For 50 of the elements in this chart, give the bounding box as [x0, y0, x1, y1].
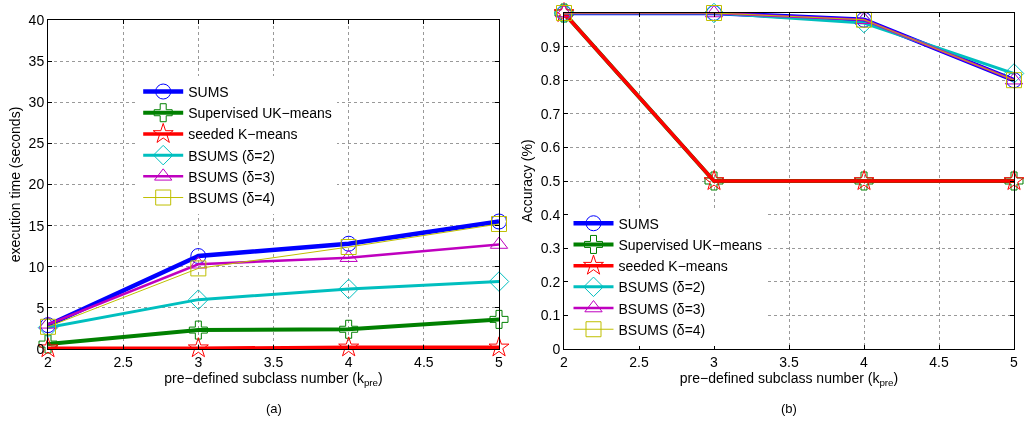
x-axis-title: pre−defined subclass number (k$_{pre}$): [679, 370, 899, 389]
text: (b): [781, 401, 797, 416]
x-tick-label: 2.5: [629, 353, 649, 370]
y-tick-label: 0.1: [540, 307, 561, 324]
x-tick-label: 4: [344, 353, 353, 370]
legend-label: Supervised UK−means: [188, 105, 332, 122]
y-tick-label: 0.7: [540, 105, 561, 122]
y-tick-label: 0.2: [540, 273, 561, 290]
legend-label: BSUMS (δ=4): [188, 189, 275, 206]
legend-label: SUMS: [618, 215, 659, 232]
x-tick-label: 2: [44, 353, 53, 370]
y-tick-label: 40: [28, 11, 45, 28]
y-axis-title: Accuracy (%): [519, 139, 536, 223]
y-tick-label: 25: [28, 135, 45, 152]
x-tick-label: 3: [710, 353, 719, 370]
x-tick-label: 4.5: [929, 353, 949, 370]
x-tick-label: 2: [560, 353, 569, 370]
x-tick-label: 4.5: [414, 353, 434, 370]
x-tick-label: 2.5: [113, 353, 134, 370]
y-tick-label: 20: [28, 176, 45, 193]
y-tick-label: 0.8: [540, 72, 561, 89]
y-tick-label: 0.6: [540, 139, 561, 156]
x-axis-title: pre−defined subclass number (k$_{pre}$): [164, 370, 383, 389]
legend-label: SUMS: [188, 83, 229, 100]
y-tick-label: 0.3: [540, 240, 561, 257]
legend-label: BSUMS (δ=2): [188, 147, 275, 164]
legend-label: BSUMS (δ=4): [618, 321, 706, 338]
y-tick-label: 10: [28, 258, 45, 275]
y-tick-label: 0.4: [540, 206, 561, 223]
legend-label: BSUMS (δ=2): [618, 279, 706, 296]
x-tick-label: 4: [860, 353, 869, 370]
legend-label: BSUMS (δ=3): [188, 168, 275, 185]
y-tick-label: 0.9: [540, 38, 561, 55]
x-tick-label: 3: [194, 353, 203, 370]
legend-label: BSUMS (δ=3): [618, 300, 706, 317]
y-tick-label: 30: [28, 94, 45, 111]
legend-label: seeded K−means: [618, 258, 728, 275]
legend-label: seeded K−means: [188, 126, 298, 143]
x-tick-label: 3.5: [263, 353, 284, 370]
y-tick-label: 5: [36, 299, 45, 316]
y-axis-title: execution time (seconds): [7, 106, 24, 263]
y-tick-label: 0.5: [540, 172, 561, 189]
x-tick-label: 5: [1010, 353, 1019, 370]
x-tick-label: 5: [495, 353, 504, 370]
legend-label: Supervised UK−means: [618, 236, 763, 253]
y-tick-label: 35: [28, 53, 45, 70]
y-tick-label: 0: [552, 340, 561, 357]
text: (a): [266, 401, 282, 416]
x-tick-label: 3.5: [779, 353, 799, 370]
y-tick-label: 15: [28, 217, 45, 234]
